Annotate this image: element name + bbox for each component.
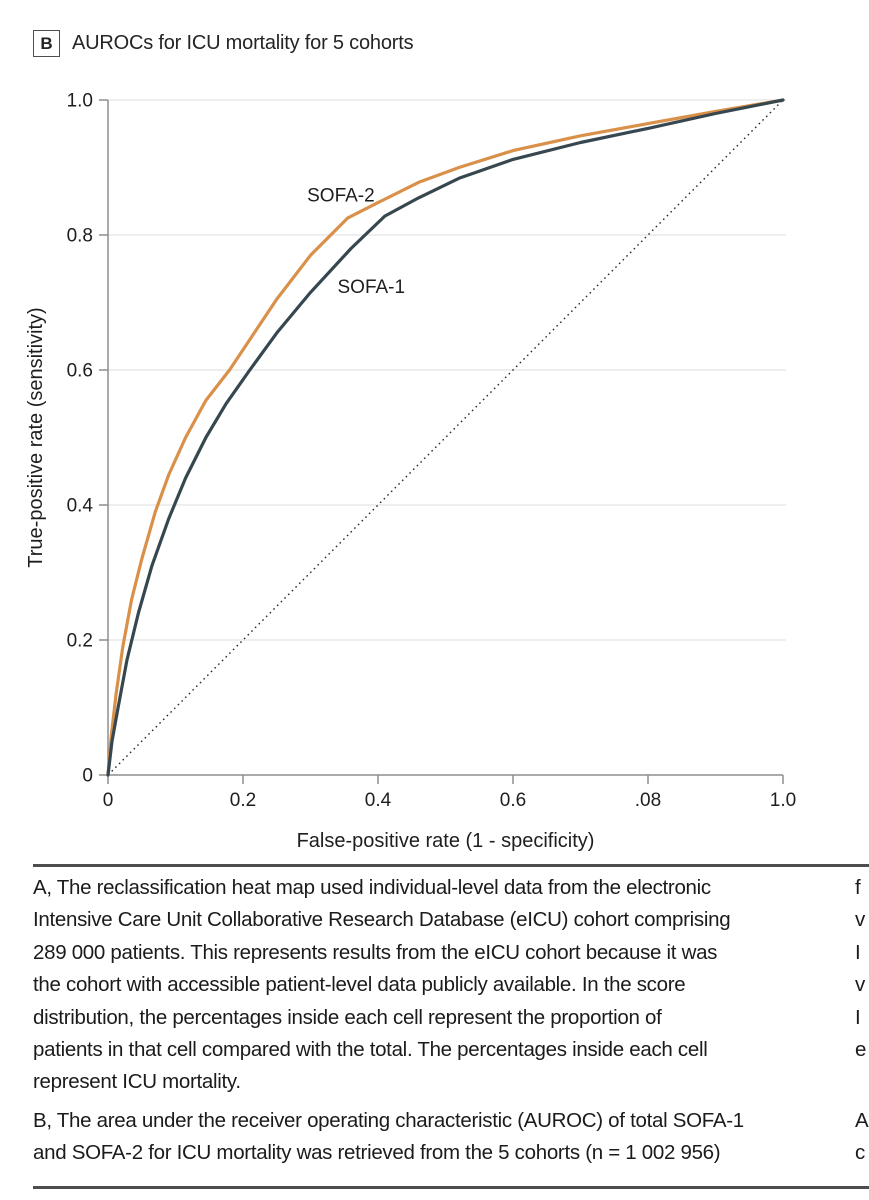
roc-curve-sofa-1 <box>106 98 785 777</box>
caption-right-column-fragment-b: A c <box>855 1109 869 1165</box>
y-tick-label: 0.4 <box>67 496 94 517</box>
panel-header: B AUROCs for ICU mortality for 5 cohorts <box>33 30 414 57</box>
series-label-sofa-2: SOFA-2 <box>307 185 375 206</box>
series-label-sofa-1: SOFA-1 <box>338 277 406 298</box>
roc-chart: 0 0.2 0.4 0.6 .08 1.0 0 0.2 0.4 0.6 0.8 1.0 False-po… <box>25 91 796 853</box>
x-tick-label: 0.4 <box>365 790 392 811</box>
diagonal-reference-line <box>107 99 784 776</box>
panel-title: AUROCs for ICU mortality for 5 cohorts <box>72 32 414 54</box>
caption-paragraph-b: B, The area under the receiver operating… <box>33 1109 744 1165</box>
y-tick-label: 0.2 <box>67 631 93 652</box>
y-tick-label: 0 <box>82 766 93 787</box>
y-axis-title: True-positive rate (sensitivity) <box>25 307 47 567</box>
x-tick-label: .08 <box>635 790 661 811</box>
roc-curve-sofa-2 <box>106 98 785 777</box>
x-tick-label: 1.0 <box>770 790 796 811</box>
caption-paragraph-a: A, The reclassification heat map used in… <box>33 876 731 1094</box>
y-tick-label: 0.6 <box>67 361 93 382</box>
x-tick-label: 0.6 <box>500 790 526 811</box>
x-axis-title: False-positive rate (1 - specificity) <box>297 830 595 852</box>
y-tick-label: 1.0 <box>67 91 93 112</box>
x-tick-label: 0.2 <box>230 790 256 811</box>
caption-bottom-rule <box>33 1186 869 1189</box>
caption-top-rule <box>33 864 869 867</box>
y-tick-label: 0.8 <box>67 226 93 247</box>
x-tick-label: 0 <box>103 790 114 811</box>
caption-right-column-fragment-a: f v I v I e <box>855 876 867 1062</box>
panel-letter-badge: B <box>33 30 60 57</box>
